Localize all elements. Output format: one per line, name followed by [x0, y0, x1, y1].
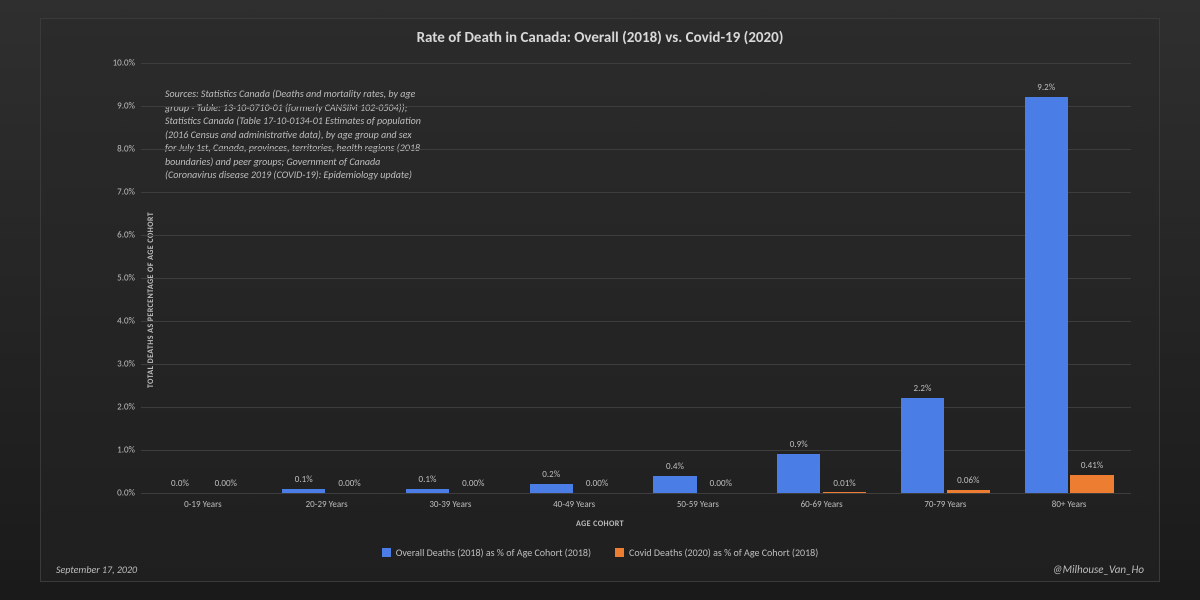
x-tick-label: 80+ Years — [1052, 499, 1087, 510]
legend-swatch — [382, 548, 391, 557]
legend-item: Covid Deaths (2020) as % of Age Cohort (… — [615, 546, 818, 559]
y-tick-label: 3.0% — [117, 359, 135, 370]
plot-area: Sources: Statistics Canada (Deaths and m… — [141, 63, 1131, 493]
bar-overall — [777, 454, 820, 493]
chart-panel: Rate of Death in Canada: Overall (2018) … — [40, 18, 1160, 582]
date-label: September 17, 2020 — [56, 563, 137, 576]
y-tick-label: 7.0% — [117, 187, 135, 198]
y-tick-label: 9.0% — [117, 101, 135, 112]
legend-label: Covid Deaths (2020) as % of Age Cohort (… — [629, 546, 818, 559]
bar-covid — [823, 492, 866, 493]
data-label: 0.00% — [215, 478, 237, 489]
y-tick-label: 6.0% — [117, 230, 135, 241]
y-tick-label: 10.0% — [113, 58, 135, 69]
data-label: 0.00% — [586, 478, 608, 489]
data-label: 9.2% — [1037, 82, 1055, 93]
data-label: 0.9% — [790, 439, 808, 450]
y-tick-label: 1.0% — [117, 445, 135, 456]
bar-covid — [947, 490, 990, 493]
bar-overall — [1025, 97, 1068, 493]
chart-title: Rate of Death in Canada: Overall (2018) … — [41, 29, 1159, 47]
legend-swatch — [615, 548, 624, 557]
x-axis-label: AGE COHORT — [41, 519, 1159, 529]
data-label: 0.06% — [957, 475, 979, 486]
bar-overall — [406, 489, 449, 493]
legend-item: Overall Deaths (2018) as % of Age Cohort… — [382, 546, 591, 559]
bar-covid — [1070, 475, 1113, 493]
y-tick-label: 8.0% — [117, 144, 135, 155]
x-tick-label: 0-19 Years — [184, 499, 222, 510]
bar-overall — [901, 398, 944, 493]
y-tick-label: 0.0% — [117, 488, 135, 499]
data-label: 0.4% — [666, 461, 684, 472]
data-label: 0.00% — [338, 478, 360, 489]
legend: Overall Deaths (2018) as % of Age Cohort… — [41, 546, 1159, 559]
x-tick-label: 30-39 Years — [429, 499, 471, 510]
y-tick-label: 2.0% — [117, 402, 135, 413]
data-label: 0.1% — [419, 474, 437, 485]
chart-container: Rate of Death in Canada: Overall (2018) … — [0, 0, 1200, 600]
y-tick-label: 5.0% — [117, 273, 135, 284]
data-label: 0.2% — [542, 469, 560, 480]
data-label: 0.01% — [833, 478, 855, 489]
x-tick-label: 50-59 Years — [677, 499, 719, 510]
data-label: 0.0% — [171, 478, 189, 489]
data-label: 0.41% — [1081, 460, 1103, 471]
x-tick-label: 70-79 Years — [924, 499, 966, 510]
data-label: 0.00% — [462, 478, 484, 489]
x-tick-label: 60-69 Years — [801, 499, 843, 510]
author-handle: @Milhouse_Van_Ho — [1053, 563, 1144, 576]
x-tick-label: 20-29 Years — [306, 499, 348, 510]
data-label: 0.00% — [710, 478, 732, 489]
bar-overall — [653, 476, 696, 493]
bar-overall — [282, 489, 325, 493]
bar-overall — [530, 484, 573, 493]
gridline — [141, 493, 1131, 494]
data-label: 0.1% — [295, 474, 313, 485]
x-tick-label: 40-49 Years — [553, 499, 595, 510]
legend-label: Overall Deaths (2018) as % of Age Cohort… — [396, 546, 591, 559]
data-label: 2.2% — [914, 383, 932, 394]
y-tick-label: 4.0% — [117, 316, 135, 327]
